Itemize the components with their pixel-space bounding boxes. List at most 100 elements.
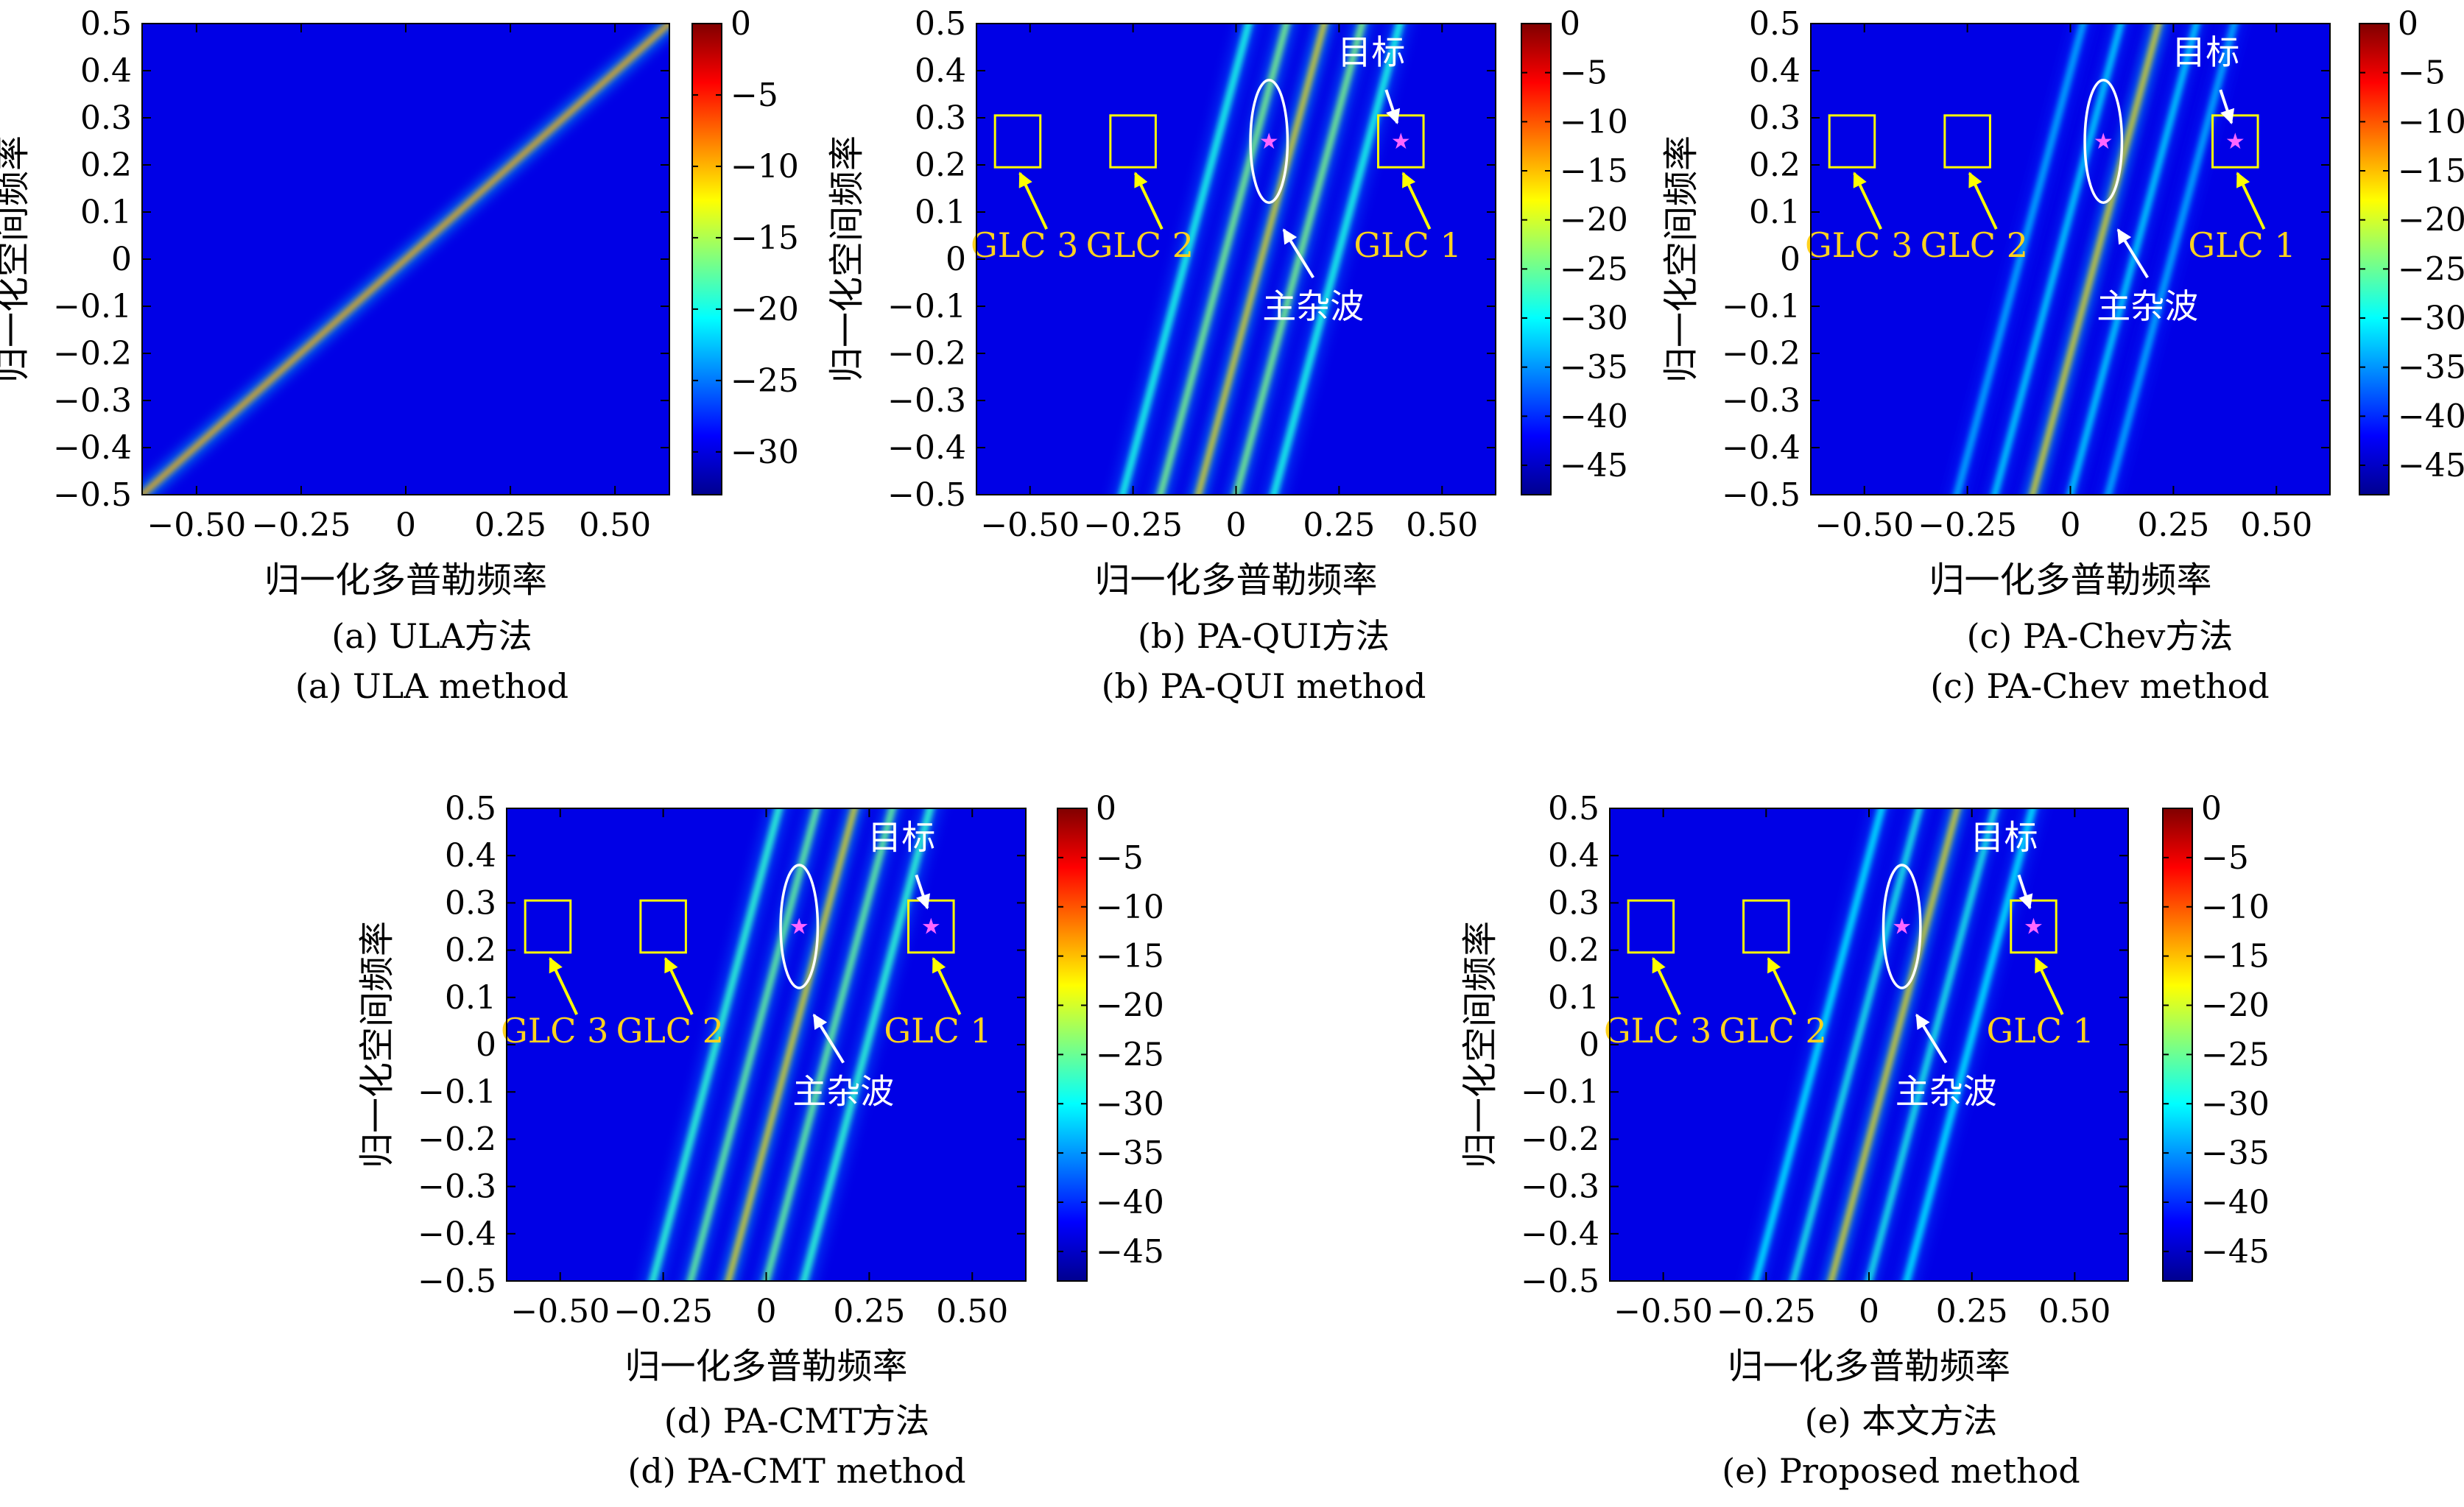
colorbar-tick-label: −35 bbox=[1096, 1134, 1164, 1172]
colorbar: 0 −5 −10 −15 −20 −25 −30 −35 −40 −45 bbox=[1521, 5, 1628, 495]
y-tick-label: −0.3 bbox=[887, 382, 966, 420]
colorbar-tick-label: −40 bbox=[1096, 1184, 1164, 1221]
main-clutter-label: 主杂波 bbox=[792, 1072, 894, 1112]
glc-arrow-3 bbox=[932, 957, 962, 1015]
glc-box-1 bbox=[1828, 114, 1876, 169]
x-tick-label: −0.25 bbox=[1083, 507, 1183, 544]
colorbar-tick-label: −40 bbox=[2398, 398, 2464, 435]
glc-label-2: GLC 2 bbox=[1921, 225, 2028, 265]
x-tick-label: 0.50 bbox=[1406, 507, 1478, 544]
colorbar: 0 −5 −10 −15 −20 −25 −30 bbox=[691, 5, 799, 495]
y-tick-label: 0 bbox=[1780, 241, 1801, 278]
main-clutter-label: 主杂波 bbox=[2097, 286, 2198, 326]
colorbar-tick-label: −35 bbox=[1560, 349, 1628, 387]
x-tick-label: 0.25 bbox=[1303, 507, 1375, 544]
glc-label-1: GLC 3 bbox=[971, 225, 1078, 265]
colorbar-tick-label: −10 bbox=[1096, 889, 1164, 926]
ridge-4 bbox=[1991, 24, 2124, 495]
x-tick-label: −0.50 bbox=[980, 507, 1080, 544]
target-star: ★ bbox=[921, 914, 941, 940]
glc-box-1 bbox=[993, 114, 1042, 169]
colorbar: 0 −5 −10 −15 −20 −25 −30 −35 −40 −45 bbox=[2359, 5, 2464, 495]
y-tick-label: 0.3 bbox=[1548, 884, 1599, 922]
x-axis-label: 归一化多普勒频率 bbox=[624, 1346, 907, 1387]
colorbar-tick-label: −40 bbox=[2201, 1184, 2270, 1221]
heatmap-ridges bbox=[642, 808, 940, 1281]
y-tick-label: 0.3 bbox=[80, 99, 132, 137]
glc-box-2 bbox=[639, 899, 687, 954]
x-axis-label: 归一化多普勒频率 bbox=[1929, 560, 2211, 601]
glc-box-1 bbox=[524, 899, 572, 954]
y-tick-label: −0.4 bbox=[887, 429, 966, 467]
colorbar-gradient bbox=[1057, 808, 1088, 1282]
colorbar-tick-label: −5 bbox=[1560, 54, 1608, 92]
caption-cn: (a) ULA方法 bbox=[331, 616, 532, 656]
glc-arrow-1 bbox=[1853, 172, 1882, 230]
colorbar-tick-label: −35 bbox=[2201, 1134, 2270, 1172]
glc-label-3: GLC 1 bbox=[1987, 1011, 2094, 1051]
glc-arrow-2 bbox=[663, 957, 694, 1015]
caption-en: (e) Proposed method bbox=[1722, 1451, 2080, 1491]
ridge-2 bbox=[1865, 808, 1998, 1281]
x-tick-label: −0.50 bbox=[1814, 507, 1914, 544]
y-tick-label: −0.4 bbox=[1722, 429, 1801, 467]
colorbar-gradient bbox=[691, 23, 722, 495]
x-tick-label: 0.50 bbox=[2038, 1293, 2111, 1330]
colorbar-tick-label: −25 bbox=[2201, 1036, 2270, 1073]
colorbar-tick-label: −10 bbox=[731, 148, 799, 186]
x-axis-label: 归一化多普勒频率 bbox=[264, 560, 547, 601]
colorbar-tick-label: −20 bbox=[1560, 202, 1628, 239]
target-arrow bbox=[2219, 89, 2235, 124]
y-tick-label: 0.2 bbox=[1548, 932, 1599, 970]
y-tick-label: 0.5 bbox=[1548, 790, 1599, 827]
x-tick-label: 0.50 bbox=[579, 507, 651, 544]
y-tick-label: 0.3 bbox=[445, 884, 496, 922]
colorbar-tick-label: 0 bbox=[731, 5, 751, 43]
ridge-1 bbox=[2030, 24, 2161, 495]
x-tick-label: 0 bbox=[1226, 507, 1247, 544]
x-tick-label: −0.25 bbox=[1717, 1293, 1816, 1330]
y-tick-label: 0.5 bbox=[445, 790, 496, 827]
glc-box-2 bbox=[1109, 114, 1157, 169]
main-clutter-arrow bbox=[812, 1013, 845, 1064]
clutter-star: ★ bbox=[2094, 129, 2113, 155]
clutter-star: ★ bbox=[789, 914, 809, 940]
y-tick-label: −0.1 bbox=[418, 1073, 496, 1111]
y-tick-label: 0.4 bbox=[915, 52, 966, 90]
colorbar-tick-label: −30 bbox=[2201, 1085, 2270, 1123]
y-tick-label: −0.2 bbox=[1521, 1120, 1599, 1158]
colorbar-tick-label: −5 bbox=[1096, 839, 1144, 877]
main-clutter-ellipse bbox=[779, 864, 820, 989]
x-axis: −0.50 −0.25 0 0.25 0.50 归一化多普勒频率 bbox=[1814, 24, 2312, 601]
y-tick-label: 0.1 bbox=[445, 979, 496, 1017]
colorbar-gradient bbox=[1521, 23, 1552, 495]
x-tick-label: −0.25 bbox=[613, 1293, 713, 1330]
ridge-5 bbox=[1953, 24, 2087, 495]
glc-arrow-1 bbox=[549, 957, 578, 1015]
target-star: ★ bbox=[1391, 129, 1411, 155]
colorbar-tick-label: −25 bbox=[731, 362, 799, 400]
glc-arrow-2 bbox=[1133, 172, 1164, 230]
colorbar-tick-label: −45 bbox=[2201, 1233, 2270, 1271]
y-tick-label: 0 bbox=[946, 241, 966, 278]
caption-cn: (c) PA-Chev方法 bbox=[1967, 616, 2234, 656]
target-label: 目标 bbox=[867, 818, 935, 858]
x-axis-label: 归一化多普勒频率 bbox=[1094, 560, 1377, 601]
glc-arrow-1 bbox=[1018, 172, 1048, 230]
glc-box-3 bbox=[907, 899, 955, 954]
y-tick-label: −0.3 bbox=[53, 382, 132, 420]
y-tick-label: 0.3 bbox=[915, 99, 966, 137]
colorbar-tick-label: 0 bbox=[2201, 790, 2222, 827]
target-label: 目标 bbox=[1337, 32, 1405, 72]
y-tick-label: 0.4 bbox=[1548, 837, 1599, 875]
colorbar-tick-label: −45 bbox=[2398, 447, 2464, 484]
y-tick-label: −0.3 bbox=[418, 1168, 496, 1206]
x-tick-label: −0.50 bbox=[510, 1293, 610, 1330]
y-tick-label: 0 bbox=[476, 1026, 496, 1064]
x-axis: −0.50 −0.25 0 0.25 0.50 归一化多普勒频率 bbox=[147, 24, 651, 601]
colorbar-tick-label: −10 bbox=[1560, 103, 1628, 141]
y-tick-label: −0.4 bbox=[53, 429, 132, 467]
glc-arrow-3 bbox=[2034, 957, 2064, 1015]
